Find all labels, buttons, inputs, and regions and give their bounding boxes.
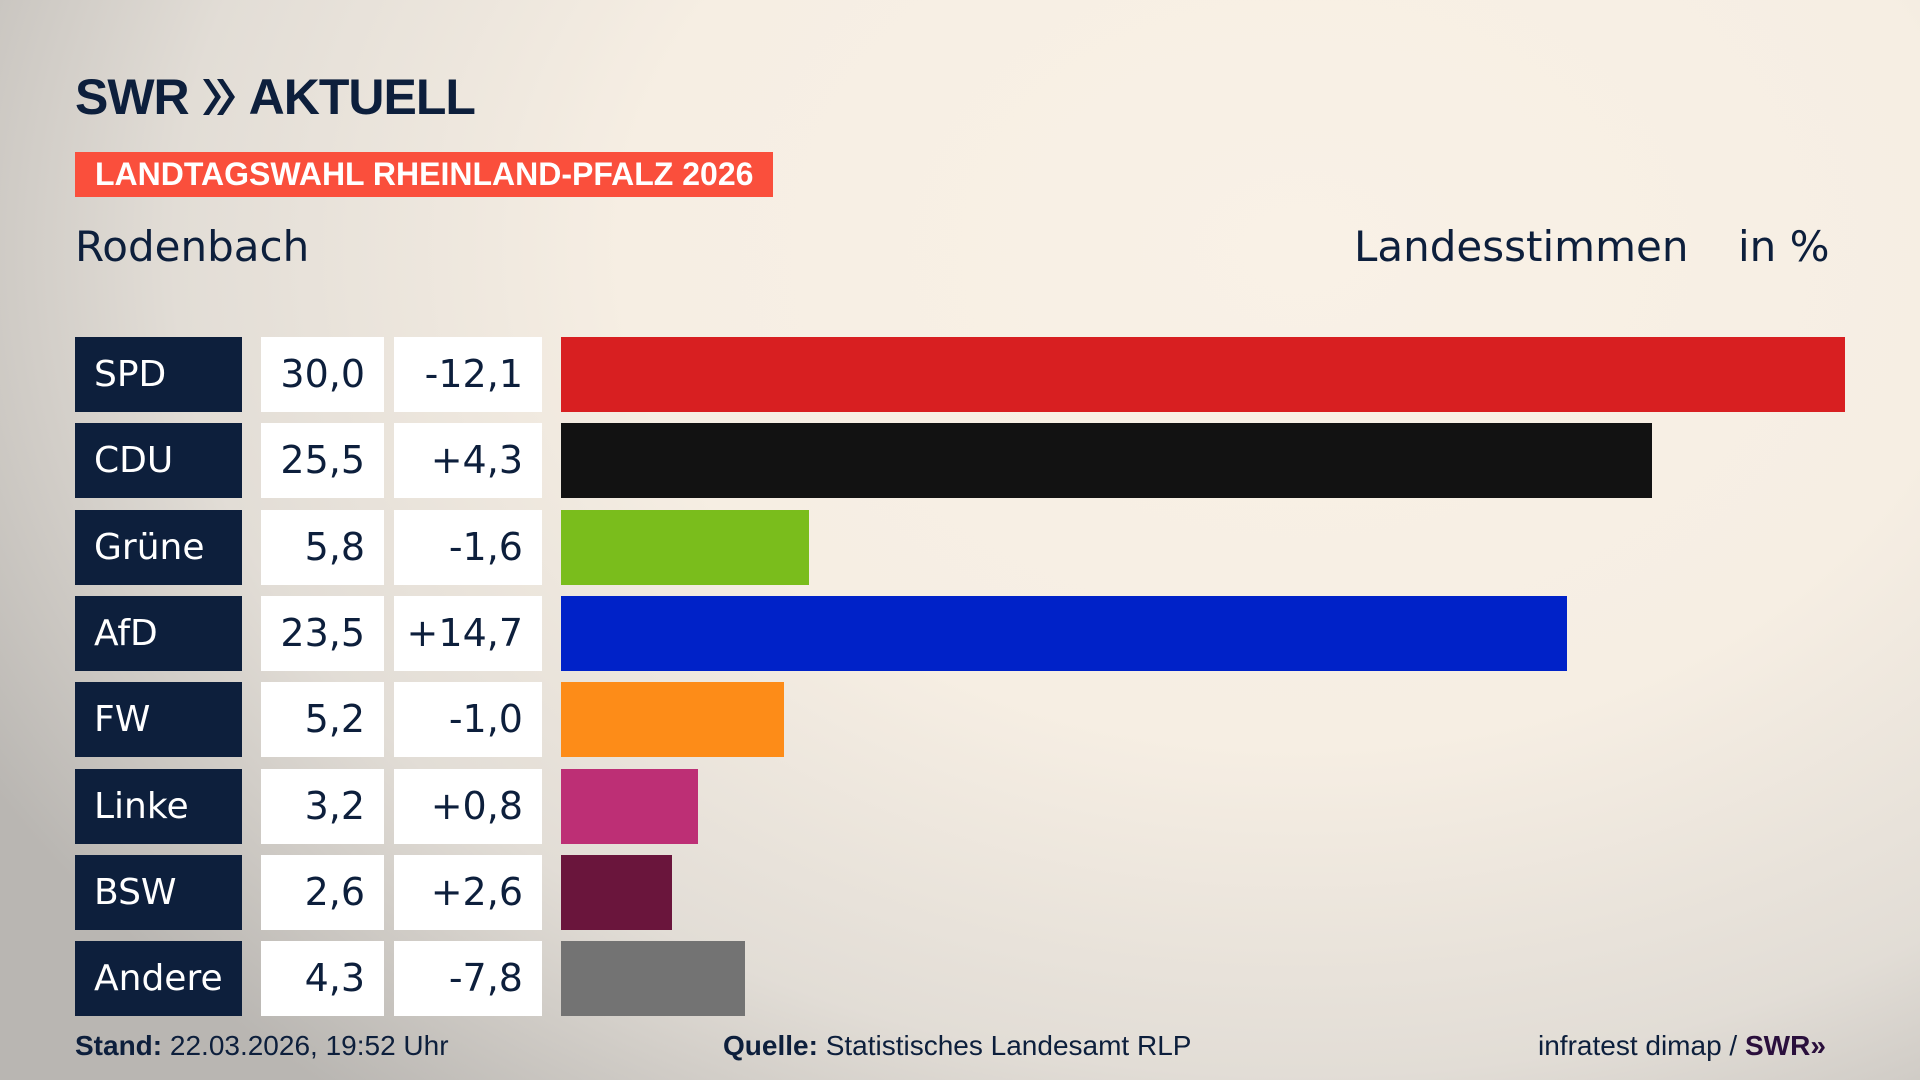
party-name: AfD [75,595,242,671]
party-diff: -1,6 [394,509,542,585]
party-name: SPD [75,337,242,412]
party-diff: +0,8 [394,768,542,844]
party-value: 4,3 [261,941,384,1017]
party-diff: -1,0 [394,682,542,758]
double-chevron-icon: » [1810,1030,1826,1061]
party-row: CDU 25,5 +4,3 [75,423,1875,499]
credit-swr-logo: SWR [1744,1030,1811,1061]
logo-swr: SWR [75,69,190,125]
party-bar [561,595,1567,671]
party-value: 25,5 [261,423,384,499]
party-value: 23,5 [261,595,384,671]
party-name: Grüne [75,509,242,585]
party-diff: +4,3 [394,423,542,499]
quelle-value: Statistisches Landesamt RLP [825,1030,1192,1061]
party-row: SPD 30,0 -12,1 [75,337,1875,412]
quelle-label: Quelle: [723,1030,818,1061]
party-name: BSW [75,854,242,930]
party-bar [561,509,810,585]
party-name: Linke [75,768,242,844]
party-name: Andere [75,941,242,1017]
party-diff: +2,6 [394,854,542,930]
party-diff: -12,1 [394,337,542,412]
party-bar [561,941,746,1017]
election-banner: LANDTAGSWAHL RHEINLAND-PFALZ 2026 [75,152,774,197]
party-bar [561,337,1845,412]
party-bar [561,854,673,930]
stand-value: 22.03.2026, 19:52 Uhr [169,1030,449,1061]
party-name: CDU [75,423,242,499]
party-diff: +14,7 [394,595,542,671]
double-chevron-icon [202,79,235,115]
party-value: 30,0 [261,337,384,412]
swr-aktuell-logo: SWR AKTUELL [75,68,476,126]
unit-label: in % [1738,222,1830,271]
party-row: BSW 2,6 +2,6 [75,854,1875,930]
party-bar [561,682,784,758]
stand: Stand: 22.03.2026, 19:52 Uhr [75,1030,449,1062]
party-bar [561,423,1653,499]
stand-label: Stand: [75,1030,163,1061]
party-row: Andere 4,3 -7,8 [75,941,1875,1017]
party-row: Grüne 5,8 -1,6 [75,509,1875,585]
quelle: Quelle: Statistisches Landesamt RLP [723,1030,1191,1062]
party-value: 5,2 [261,682,384,758]
party-value: 2,6 [261,854,384,930]
party-row: FW 5,2 -1,0 [75,682,1875,758]
party-bar [561,768,698,844]
party-name: FW [75,682,242,758]
party-row: AfD 23,5 +14,7 [75,595,1875,671]
party-value: 3,2 [261,768,384,844]
party-diff: -7,8 [394,941,542,1017]
credit: infratest dimap / SWR» [1538,1030,1826,1062]
party-row: Linke 3,2 +0,8 [75,768,1875,844]
logo-aktuell: AKTUELL [248,69,476,125]
measure-label: Landesstimmen [1354,222,1689,271]
party-value: 5,8 [261,509,384,585]
credit-text: infratest dimap / [1538,1030,1738,1061]
region-title: Rodenbach [75,222,310,271]
